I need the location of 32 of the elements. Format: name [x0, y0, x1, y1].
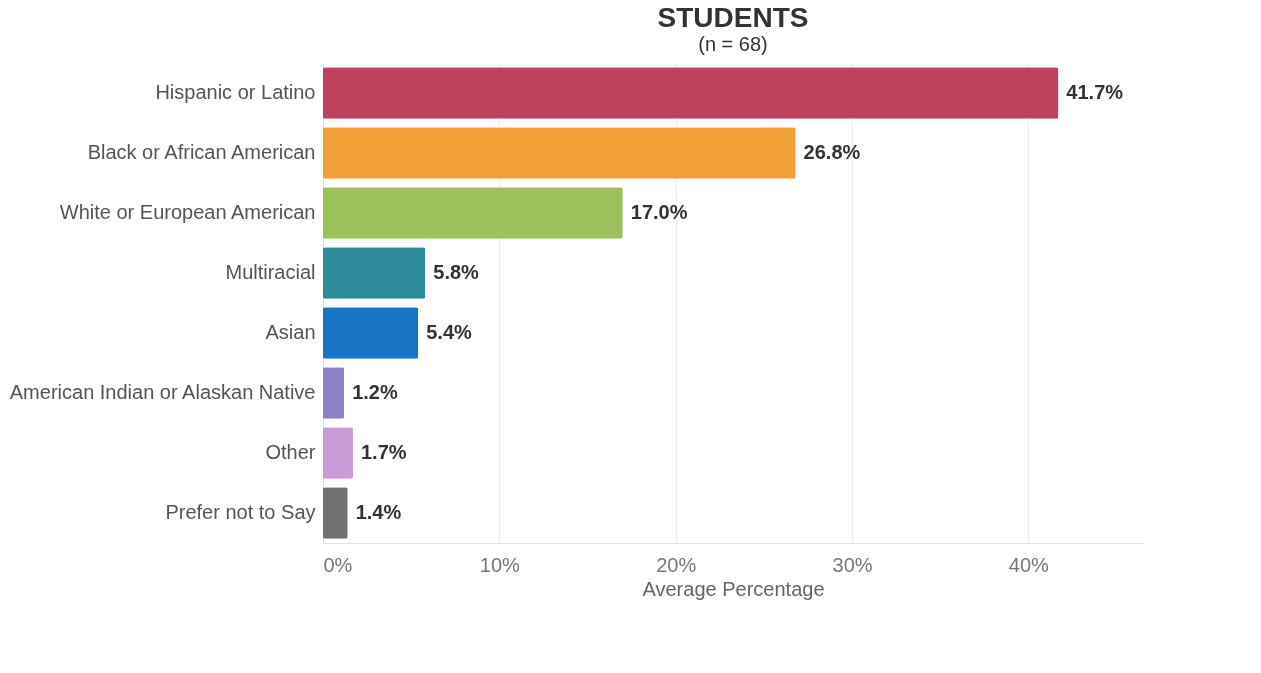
- data-label: 1.2%: [352, 381, 398, 403]
- bar: [323, 307, 419, 359]
- y-tick-label: Multiracial: [225, 261, 316, 283]
- chart-subtitle: (n = 68): [698, 33, 768, 55]
- y-tick-label: Other: [265, 441, 316, 463]
- y-tick-label: Asian: [265, 321, 316, 343]
- chart-title: STUDENTS: [657, 2, 809, 33]
- y-tick-label: White or European American: [59, 201, 316, 223]
- x-tick-label: 40%: [1008, 553, 1050, 576]
- x-tick-label: 10%: [479, 553, 521, 576]
- data-label: 17.0%: [630, 201, 688, 223]
- x-axis-title: Average Percentage: [642, 577, 825, 600]
- y-tick-label: Hispanic or Latino: [155, 81, 316, 103]
- bar: [323, 427, 353, 479]
- data-label: 41.7%: [1066, 81, 1124, 103]
- data-label: 5.4%: [426, 321, 473, 343]
- bar: [323, 487, 348, 539]
- bar: [323, 247, 426, 299]
- x-tick-label: 30%: [832, 553, 873, 576]
- x-tick-label: 0%: [323, 553, 353, 576]
- x-tick-label: 20%: [656, 553, 697, 576]
- data-label: 5.8%: [433, 261, 480, 283]
- data-label: 26.8%: [803, 141, 861, 163]
- data-label: 1.4%: [355, 501, 402, 523]
- bar: [323, 187, 623, 239]
- y-tick-label: American Indian or Alaskan Native: [9, 381, 316, 403]
- bar: [323, 127, 796, 179]
- y-tick-label: Black or African American: [87, 141, 316, 163]
- bar: [323, 367, 345, 419]
- y-tick-label: Prefer not to Say: [165, 501, 316, 523]
- bar: [323, 67, 1059, 119]
- data-label: 1.7%: [360, 441, 407, 463]
